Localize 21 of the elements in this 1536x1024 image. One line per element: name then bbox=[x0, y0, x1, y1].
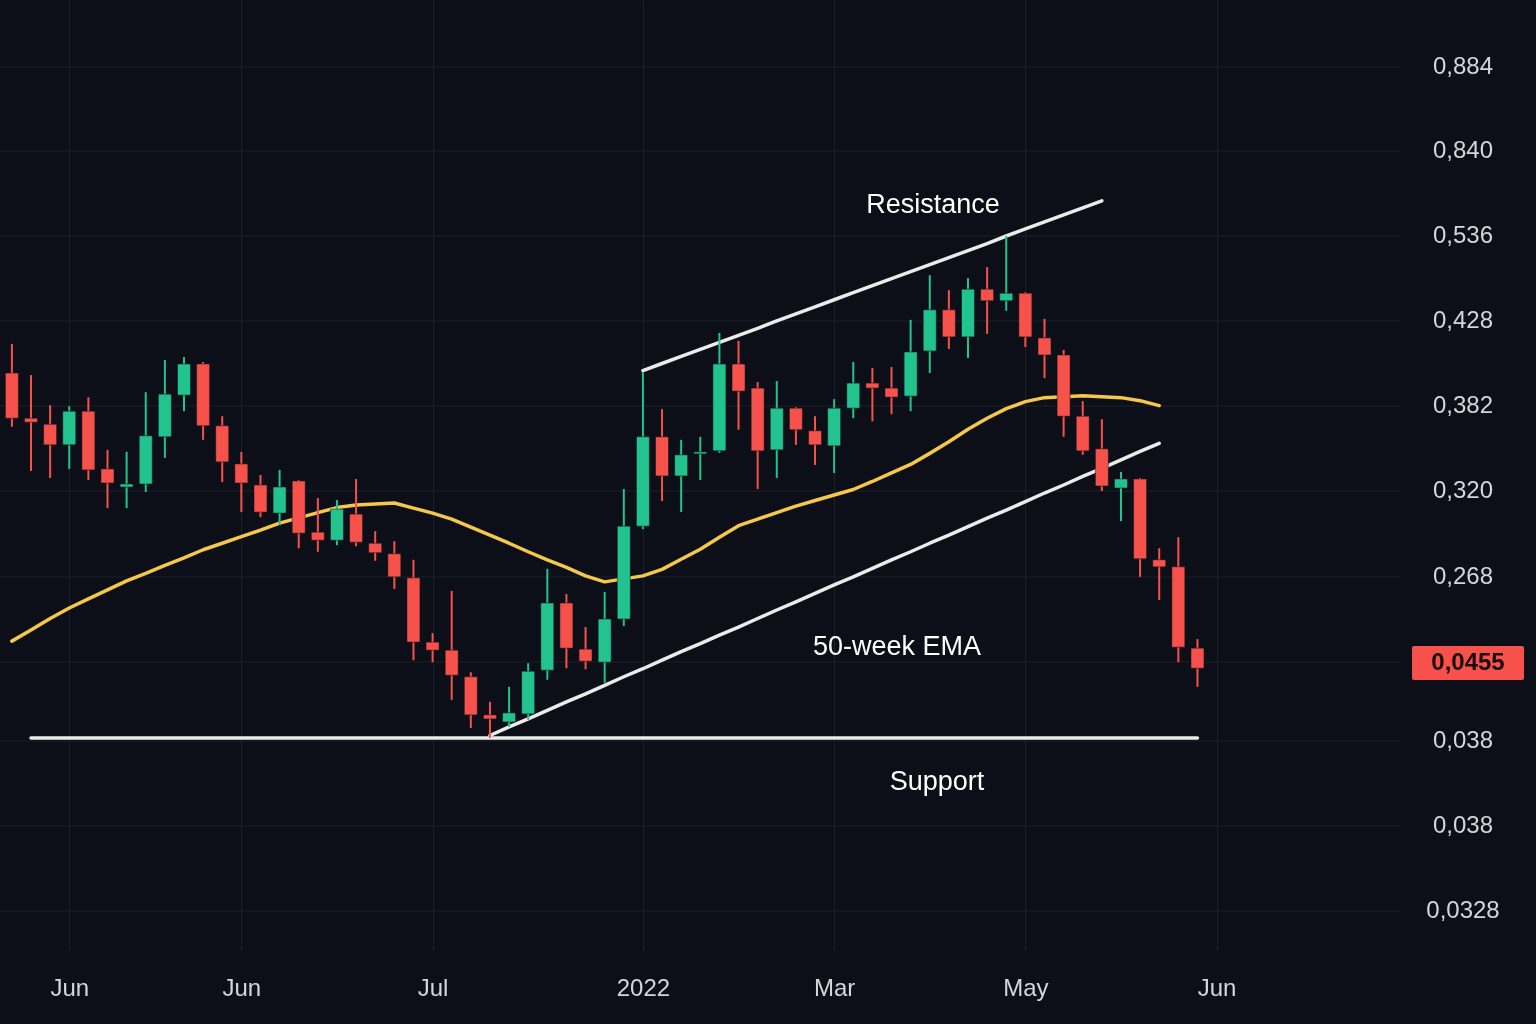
text: 0,840 bbox=[1432, 136, 1494, 163]
text: 0,884 bbox=[1432, 52, 1494, 79]
x-tick-label: Mar bbox=[813, 973, 856, 1001]
x-tick-label: Jul bbox=[417, 973, 449, 1001]
text: 0,382 bbox=[1432, 391, 1494, 418]
x-tick-label: Jun bbox=[50, 973, 90, 1001]
text: 0,0455 bbox=[1431, 648, 1505, 675]
x-tick-label: May bbox=[1003, 973, 1049, 1001]
x-tick-label: 2022 bbox=[616, 973, 671, 1001]
text: 0,0328 bbox=[1426, 896, 1500, 923]
text: 0,320 bbox=[1432, 476, 1494, 503]
x-tick-label: Jun bbox=[222, 973, 262, 1001]
text: 0,268 bbox=[1432, 562, 1494, 589]
text: Support bbox=[889, 766, 985, 796]
text: 0,428 bbox=[1432, 306, 1494, 333]
annotation: 50-week EMA bbox=[812, 631, 982, 661]
x-tick-label: Jun bbox=[1197, 973, 1237, 1001]
text: 0,038 bbox=[1432, 811, 1494, 838]
text: 0,038 bbox=[1432, 726, 1494, 753]
text: 0,536 bbox=[1432, 221, 1494, 248]
text: Resistance bbox=[866, 189, 1000, 219]
